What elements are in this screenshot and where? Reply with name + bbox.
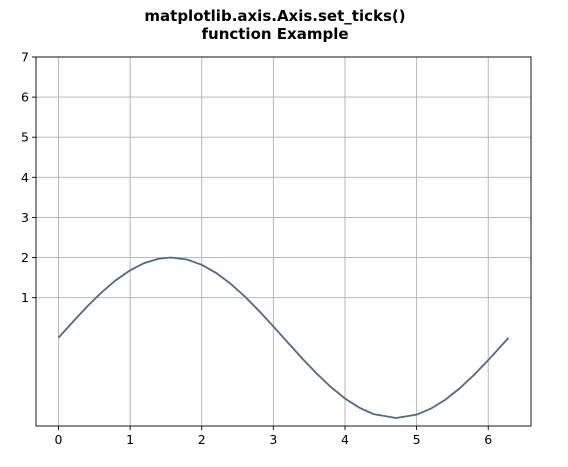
grid — [36, 56, 531, 426]
x-tick-label: 4 — [341, 432, 349, 447]
plot-area-frame — [35, 56, 532, 427]
series-line — [57, 256, 510, 419]
x-tick-label: 0 — [55, 432, 63, 447]
axis-ticks: 0 1 2 3 4 5 6 1 2 3 4 5 6 7 — [21, 50, 492, 448]
x-tick-label: 3 — [269, 432, 277, 447]
y-tick-label: 5 — [21, 130, 29, 145]
y-tick-label: 4 — [21, 170, 29, 185]
x-tick-label: 5 — [413, 432, 421, 447]
y-tick-label: 3 — [21, 210, 29, 225]
x-tick-label: 6 — [484, 432, 492, 447]
chart-title-line-1: matplotlib.axis.Axis.set_ticks() — [144, 7, 405, 25]
chart-title-line-2: function Example — [201, 25, 348, 43]
x-tick-label: 1 — [126, 432, 134, 447]
y-tick-label: 7 — [21, 50, 29, 65]
y-tick-label: 1 — [21, 290, 29, 305]
y-tick-label: 6 — [21, 90, 29, 105]
y-tick-label: 2 — [21, 250, 29, 265]
x-tick-label: 2 — [198, 432, 206, 447]
series-layer — [57, 256, 510, 419]
